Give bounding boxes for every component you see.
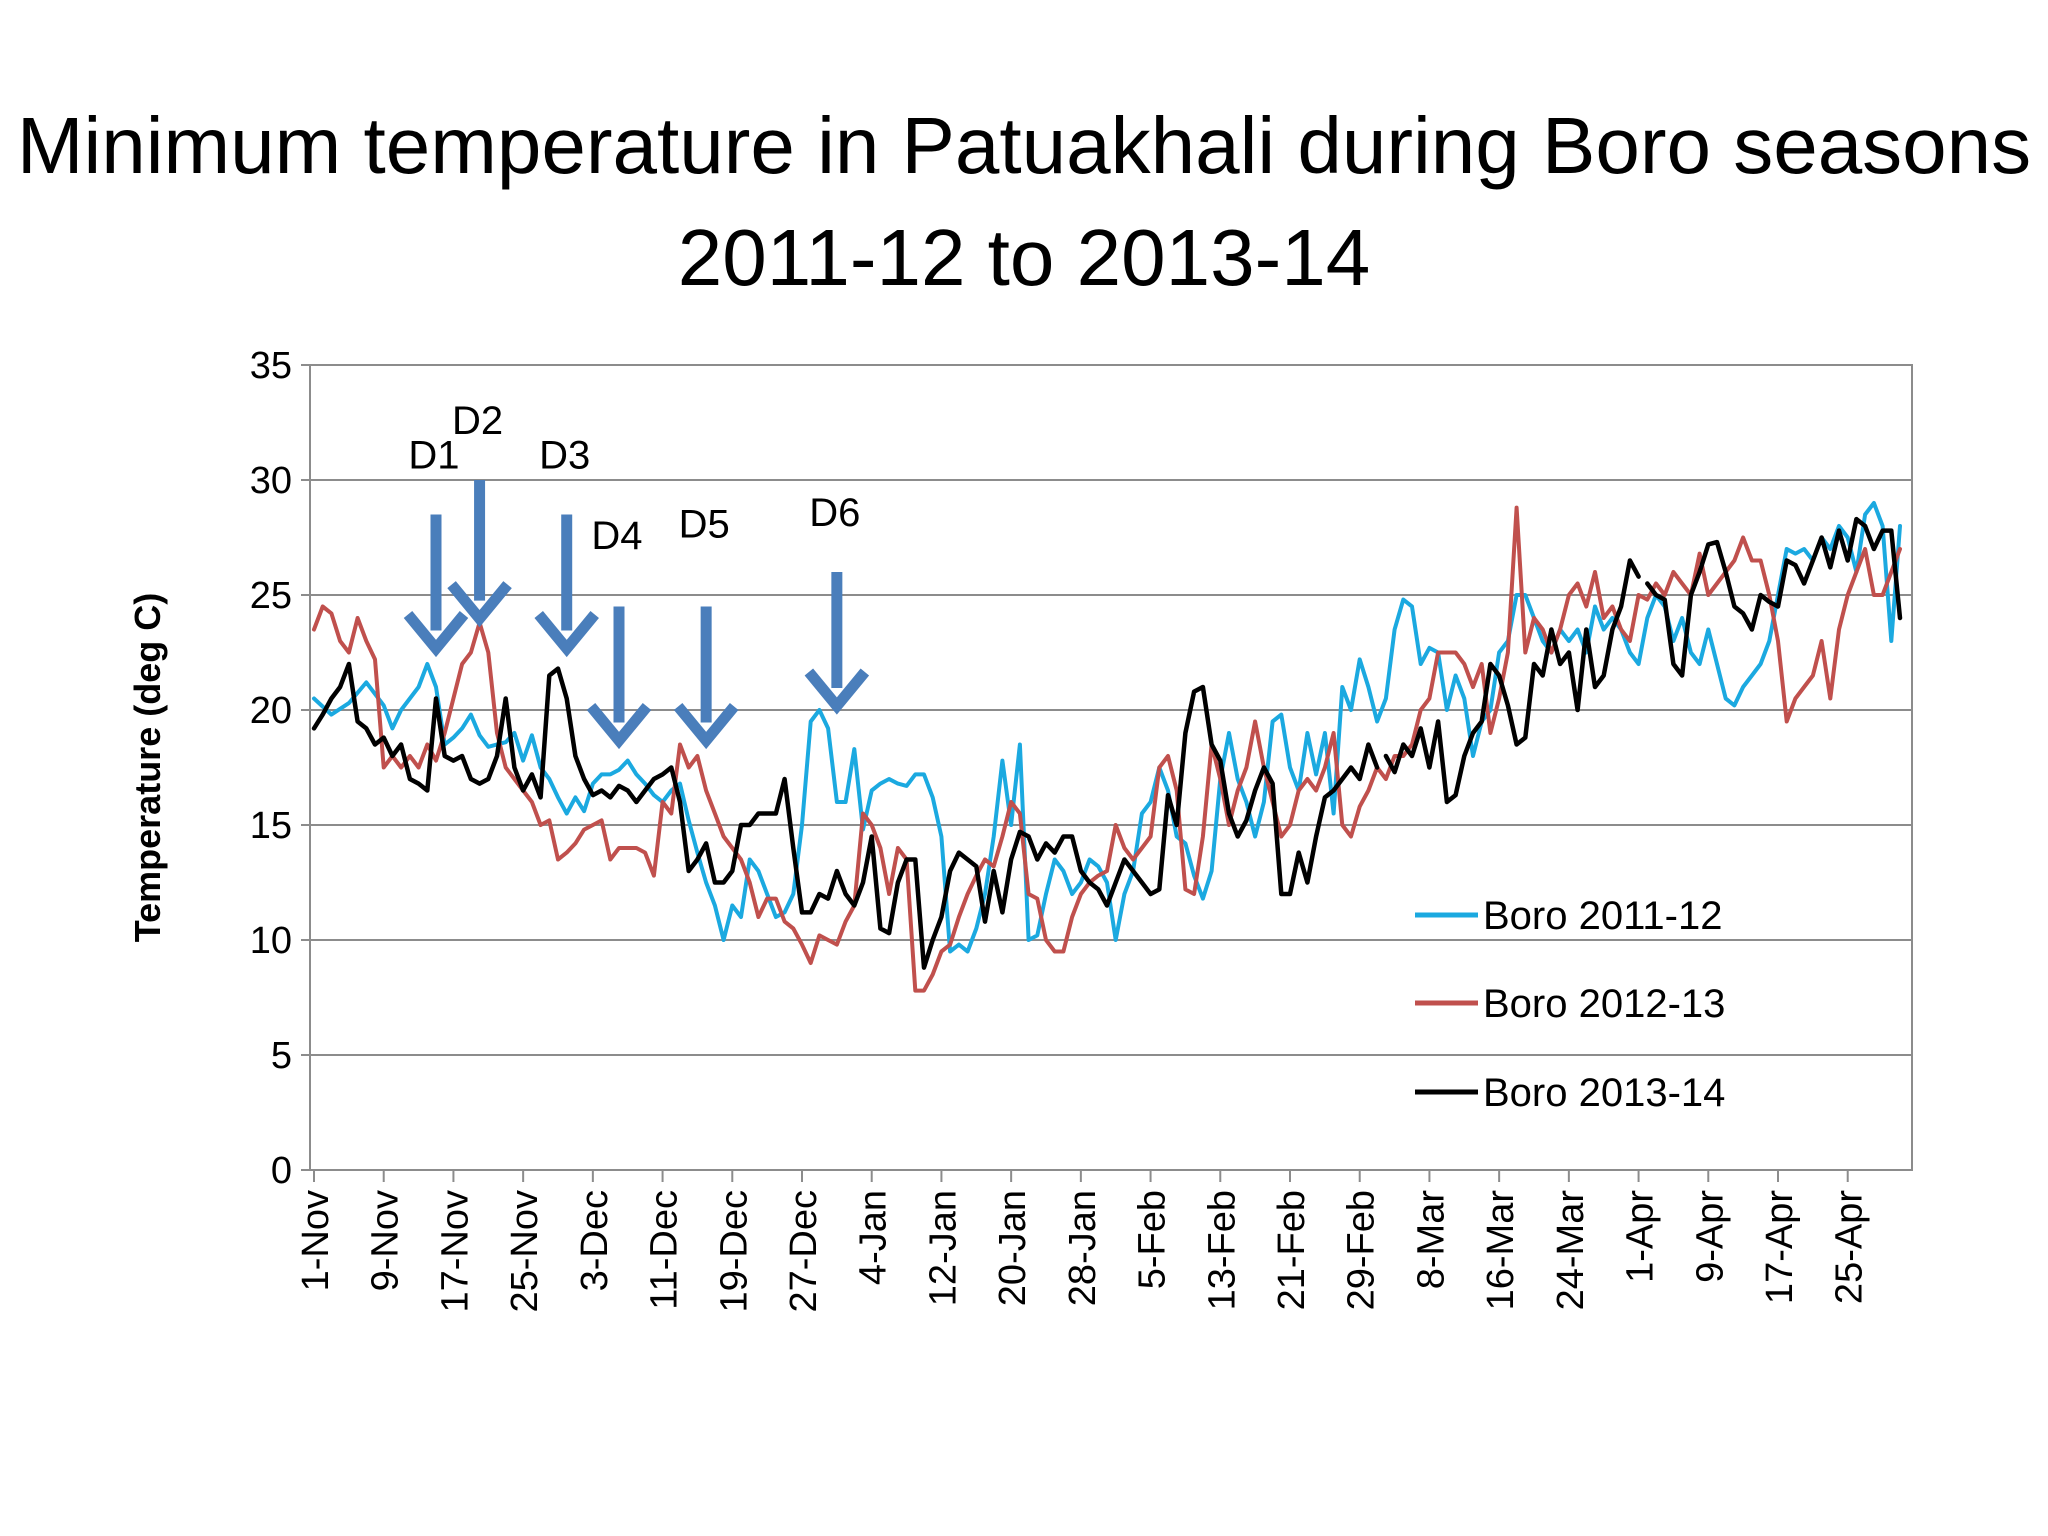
series-line-2	[312, 505, 1902, 993]
x-tick-label: 17-Nov	[434, 1190, 476, 1313]
x-tick-label: 17-Apr	[1759, 1190, 1801, 1304]
x-tick-label: 13-Feb	[1201, 1190, 1243, 1310]
arrow-head	[447, 581, 512, 628]
x-axis-ticks: 1-Nov 9-Nov 17-Nov 25-Nov 3-Dec 11-Dec 19-Dec 2…	[295, 1170, 1871, 1313]
y-tick-label: 35	[250, 345, 292, 387]
y-tick-label: 20	[250, 690, 292, 732]
y-tick-label: 25	[250, 575, 292, 617]
annotation-label: D2	[452, 399, 503, 443]
x-tick-label: 1-Apr	[1620, 1190, 1662, 1283]
y-tick-label: 10	[250, 920, 292, 962]
x-tick-label: 11-Dec	[644, 1190, 686, 1310]
x-tick-label: 16-Mar	[1480, 1190, 1522, 1311]
legend-label-2: Boro 2012-13	[1483, 982, 1725, 1026]
y-axis-label: Temperature (deg C)	[127, 593, 168, 942]
plot-border	[309, 364, 1913, 1171]
x-tick-label: 9-Apr	[1689, 1190, 1731, 1283]
y-tick-label: 5	[271, 1035, 292, 1077]
x-tick-label: 8-Mar	[1410, 1190, 1452, 1290]
annotation-d1: D1	[403, 434, 469, 658]
annotation-d2: D2	[447, 399, 512, 628]
annotation-d6: D6	[804, 491, 870, 715]
annotation-label: D6	[809, 491, 860, 535]
arrow-head	[804, 668, 870, 715]
x-tick-label: 4-Jan	[853, 1190, 895, 1285]
x-tick-label: 3-Dec	[574, 1190, 616, 1291]
x-tick-label: 24-Mar	[1550, 1190, 1592, 1311]
x-tick-label: 29-Feb	[1341, 1190, 1383, 1310]
annotation-label: D1	[408, 434, 459, 478]
y-tick-label: 30	[250, 460, 292, 502]
arrow-head	[586, 703, 652, 750]
x-tick-label: 28-Jan	[1062, 1190, 1104, 1306]
x-tick-label: 12-Jan	[922, 1190, 964, 1306]
x-tick-label: 21-Feb	[1271, 1190, 1313, 1310]
arrow-head	[673, 703, 739, 750]
annotation-label: D5	[679, 503, 730, 547]
chart-title: Minimum temperature in Patuakhali during…	[16, 101, 2032, 302]
x-tick-label: 20-Jan	[992, 1190, 1034, 1306]
annotation-label: D4	[591, 514, 642, 558]
legend-label-3: Boro 2013-14	[1483, 1071, 1725, 1115]
y-tick-label: 15	[250, 805, 292, 847]
x-tick-label: 25-Apr	[1829, 1190, 1871, 1304]
x-tick-label: 9-Nov	[365, 1190, 407, 1291]
series-line-3	[311, 516, 1903, 970]
arrow-head	[403, 611, 469, 658]
plot-frame	[309, 364, 1913, 1171]
x-tick-label: 1-Nov	[295, 1190, 337, 1291]
annotation-d5: D5	[673, 503, 739, 750]
legend-label-1: Boro 2011-12	[1483, 894, 1722, 938]
x-tick-label: 25-Nov	[504, 1190, 546, 1313]
annotation-d3: D3	[534, 434, 599, 658]
y-tick-label: 0	[271, 1150, 292, 1192]
series-line-1	[312, 501, 1902, 954]
arrow-head	[534, 611, 599, 658]
x-tick-label: 19-Dec	[713, 1190, 755, 1313]
annotation-label: D3	[539, 434, 590, 478]
x-tick-label: 5-Feb	[1132, 1190, 1174, 1289]
x-tick-label: 27-Dec	[783, 1190, 825, 1313]
y-axis-ticks: 0 5 10 15 20 25 30 35	[250, 345, 310, 1192]
annotation-d4: D4	[586, 514, 652, 750]
legend: Boro 2011-12 Boro 2012-13 Boro 2013-14	[1415, 894, 1725, 1115]
series-lines	[311, 501, 1903, 993]
